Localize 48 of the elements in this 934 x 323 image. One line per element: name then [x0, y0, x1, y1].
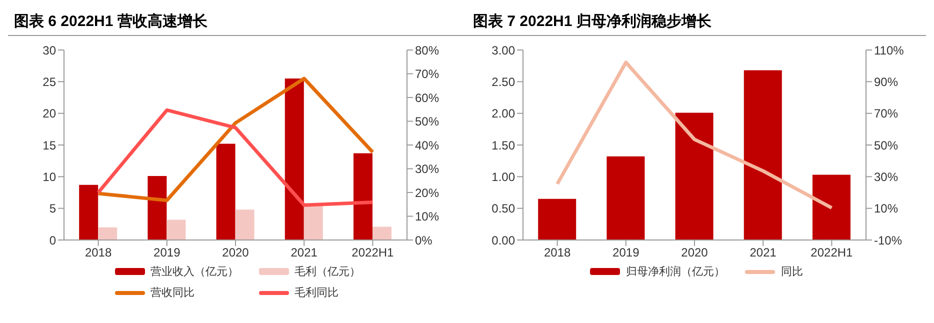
y2-tick-label: 10% — [874, 202, 898, 216]
y2-tick-label: 0% — [415, 233, 433, 248]
y2-tick-label: 50% — [874, 138, 898, 152]
y-tick-label: 0.00 — [492, 233, 516, 248]
y-tick-label: 30 — [42, 43, 56, 58]
x-tick-label: 2018 — [544, 246, 571, 260]
y2-tick-label: 30% — [415, 162, 440, 176]
y2-tick-label: 110% — [874, 43, 904, 58]
y2-tick-label: 30% — [874, 170, 898, 184]
y2-tick-label: 20% — [415, 186, 440, 200]
y-tick-label: 25 — [42, 74, 56, 89]
legend-label: 毛利同比 — [294, 286, 338, 300]
y2-tick-label: 90% — [874, 74, 898, 89]
y2-tick-label: 10% — [415, 210, 440, 224]
y2-tick-label: 80% — [415, 43, 440, 58]
y-tick-label: 10 — [42, 170, 56, 184]
legend-label: 毛利（亿元） — [294, 264, 360, 279]
y-tick-label: 20 — [42, 106, 56, 121]
legend-label: 同比 — [781, 265, 803, 279]
y-tick-label: 2.00 — [492, 106, 516, 121]
legend-label: 营业收入（亿元） — [150, 265, 238, 279]
y2-tick-label: -10% — [874, 233, 902, 248]
y2-tick-label: 70% — [415, 67, 440, 82]
chart-title: 图表 6 2022H1 营收高速增长 — [8, 8, 467, 36]
x-tick-label: 2021 — [750, 246, 777, 260]
x-tick-label: 2019 — [612, 246, 640, 260]
y-tick-label: 15 — [42, 138, 56, 152]
y2-tick-label: 40% — [415, 138, 440, 152]
y-tick-label: 1.50 — [492, 138, 516, 152]
y2-tick-label: 60% — [415, 90, 440, 105]
x-tick-label: 2022H1 — [352, 246, 394, 260]
y-tick-label: 0 — [49, 233, 56, 248]
x-tick-label: 2019 — [154, 246, 181, 260]
legend-label: 营收同比 — [150, 286, 194, 300]
y2-tick-label: 50% — [415, 114, 440, 129]
x-tick-label: 2022H1 — [810, 246, 854, 260]
y-tick-label: 3.00 — [492, 43, 516, 58]
y-tick-label: 0.50 — [492, 202, 516, 216]
x-tick-label: 2020 — [681, 246, 708, 260]
legend-label: 归母净利润（亿元） — [626, 265, 725, 279]
chart-title: 图表 7 2022H1 归母净利润稳步增长 — [467, 8, 926, 36]
y-tick-label: 5 — [49, 202, 56, 216]
y-tick-label: 2.50 — [492, 74, 516, 89]
y-tick-label: 1.00 — [492, 170, 516, 184]
x-tick-label: 2018 — [84, 246, 112, 260]
y2-tick-label: 70% — [874, 106, 898, 121]
x-tick-label: 2020 — [222, 246, 250, 260]
x-tick-label: 2021 — [290, 246, 318, 260]
